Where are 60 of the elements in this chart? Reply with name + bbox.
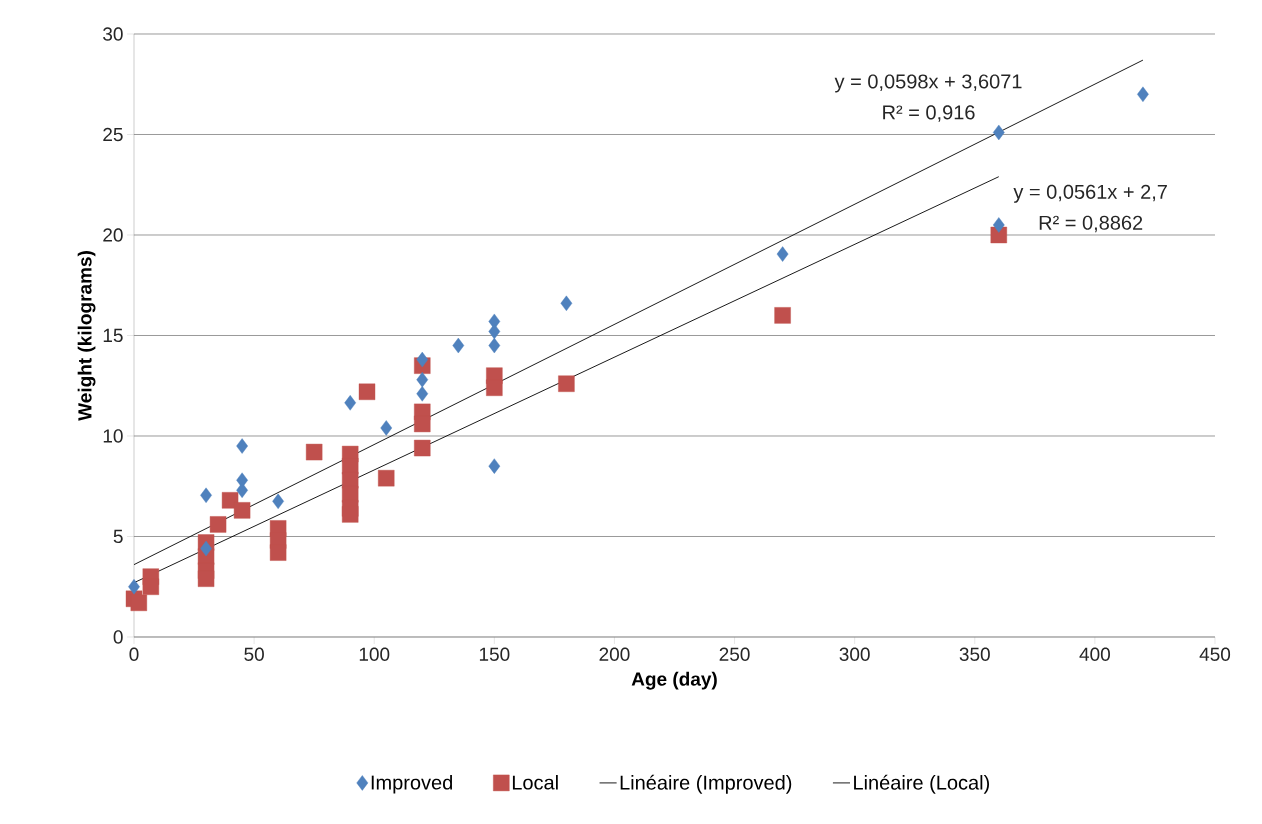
annotation: y = 0,0561x + 2,7 xyxy=(1013,184,1167,203)
point xyxy=(992,124,1005,141)
point xyxy=(378,470,395,487)
x-tick-label: 250 xyxy=(719,647,750,661)
x-tick-label: 200 xyxy=(599,647,630,661)
point xyxy=(197,570,215,587)
point xyxy=(272,493,284,510)
point xyxy=(200,540,212,557)
y-tick-label: 10 xyxy=(103,429,123,443)
point xyxy=(992,217,1005,233)
legend-label: Local xyxy=(512,774,558,790)
legend-label: Linéaire (Improved) xyxy=(620,774,792,794)
y-axis-title: Weight (kilograms) xyxy=(77,251,96,421)
x-axis-title: Age (day) xyxy=(631,671,717,690)
point xyxy=(452,337,465,354)
x-tick-label: 300 xyxy=(839,647,870,661)
x-tick-label: 400 xyxy=(1079,647,1110,661)
point xyxy=(486,379,503,396)
point xyxy=(142,578,160,595)
point xyxy=(380,420,393,436)
x-tick-label: 50 xyxy=(244,647,264,661)
point xyxy=(560,295,573,312)
point xyxy=(416,386,429,402)
point xyxy=(358,383,376,400)
point xyxy=(209,516,227,533)
x-tick-label: 450 xyxy=(1199,647,1231,661)
point xyxy=(416,372,429,388)
x-tick-label: 350 xyxy=(959,647,990,661)
legend-label: Linéaire (Local) xyxy=(854,774,990,794)
y-tick-label: 15 xyxy=(103,328,123,343)
point xyxy=(269,544,287,561)
point xyxy=(488,337,501,354)
y-tick-label: 5 xyxy=(113,529,123,544)
point xyxy=(416,351,429,368)
point xyxy=(776,246,789,262)
point xyxy=(414,415,431,433)
point xyxy=(305,443,323,461)
point xyxy=(233,502,251,519)
y-tick-label: 25 xyxy=(103,127,123,142)
x-tick-label: 0 xyxy=(129,647,139,661)
annotation: y = 0,0598x + 3,6071 xyxy=(834,74,1022,93)
point xyxy=(344,395,357,411)
point xyxy=(558,375,575,392)
point xyxy=(130,594,148,612)
point xyxy=(236,438,248,454)
annotation: R² = 0,8862 xyxy=(1039,215,1143,233)
x-tick-label: 100 xyxy=(359,647,390,661)
point xyxy=(414,439,431,457)
y-tick-label: 20 xyxy=(103,228,123,242)
point xyxy=(774,307,791,324)
point xyxy=(488,458,501,474)
y-tick-label: 0 xyxy=(113,630,123,644)
legend-label: Improved xyxy=(371,774,452,794)
point xyxy=(342,506,359,523)
point xyxy=(128,579,140,595)
point xyxy=(1137,86,1149,102)
point xyxy=(200,487,212,503)
y-tick-label: 30 xyxy=(103,27,123,41)
x-tick-label: 150 xyxy=(479,647,510,661)
annotation: R² = 0,916 xyxy=(883,105,975,122)
